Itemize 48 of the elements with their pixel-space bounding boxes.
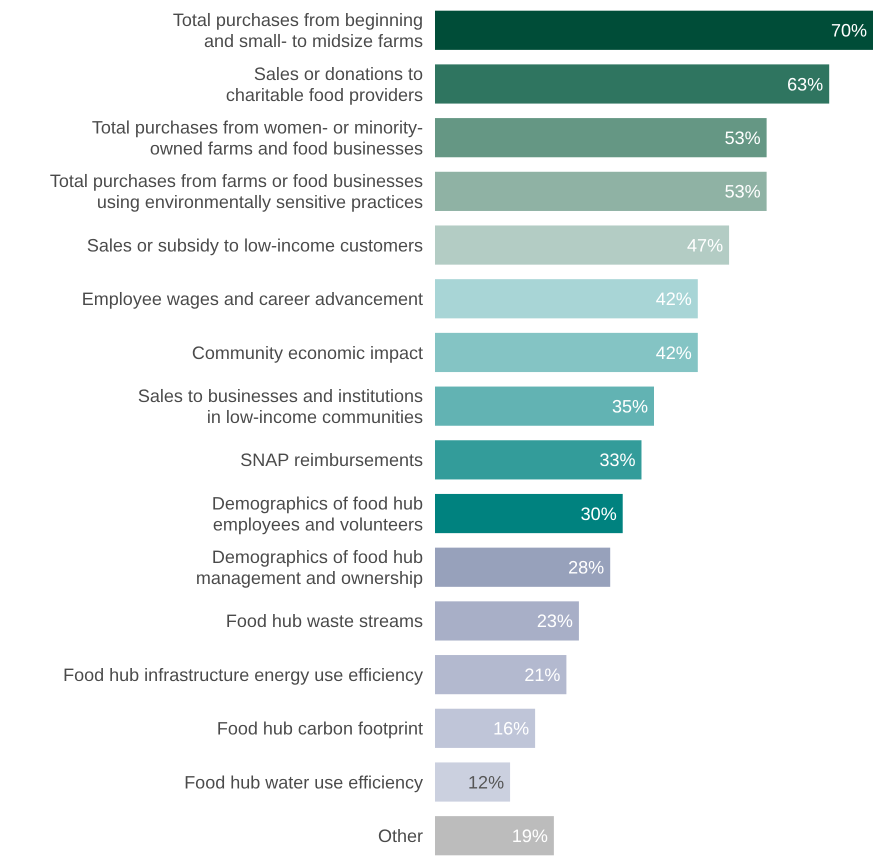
- y-tick-label: SNAP reimbursements: [240, 450, 423, 470]
- bar: [435, 762, 510, 802]
- bar: [435, 118, 767, 158]
- y-tick-label: Food hub waste streams: [226, 611, 423, 632]
- data-label: 28%: [568, 558, 604, 578]
- bar: [435, 655, 566, 694]
- data-label: 53%: [724, 182, 761, 202]
- y-tick-label: Sales to businesses and institutions in low-income communities: [138, 386, 423, 427]
- data-label: 23%: [536, 611, 573, 632]
- data-label: 47%: [687, 235, 724, 256]
- y-tick-label: Community economic impact: [192, 342, 423, 363]
- y-tick-label: Food hub water use efficiency: [184, 772, 423, 792]
- y-tick-label: Food hub infrastructure energy use efficiency: [63, 664, 423, 685]
- data-label: 53%: [724, 128, 761, 148]
- y-tick-label: Total purchases from beginning and small- to midsize farms: [172, 10, 423, 52]
- data-label: 42%: [656, 342, 692, 363]
- data-label: 70%: [830, 20, 867, 41]
- data-label: 30%: [580, 504, 617, 524]
- data-label: 63%: [787, 74, 824, 94]
- data-label: 33%: [599, 450, 636, 470]
- data-label: 16%: [493, 718, 530, 739]
- bar: [435, 440, 642, 480]
- y-tick-label: Demographics of food hub management and ownership: [196, 547, 423, 588]
- bar: [435, 548, 610, 587]
- y-tick-label: Food hub carbon footprint: [216, 718, 423, 739]
- bar: [435, 816, 554, 856]
- data-label: 35%: [612, 396, 648, 416]
- bar: [435, 601, 579, 641]
- bar: [435, 10, 873, 50]
- y-tick-label: Demographics of food hub employees and volunteers: [212, 493, 423, 534]
- bar: [435, 172, 767, 211]
- bar: [435, 225, 730, 265]
- y-tick-label: Other: [378, 826, 423, 846]
- bar: [435, 279, 698, 318]
- y-tick-label: Sales or subsidy to low-income customers: [86, 235, 423, 256]
- y-tick-label: Total purchases from farms or food businesses using environmentally sensitive practices: [50, 171, 423, 212]
- data-label: 12%: [468, 772, 504, 792]
- bar: [435, 64, 830, 104]
- y-tick-label: Sales or donations to charitable food providers: [226, 64, 423, 105]
- bar: [435, 386, 654, 426]
- y-tick-label: Total purchases from women- or minority- owned farms and food businesses: [92, 117, 423, 158]
- bar: [435, 708, 536, 748]
- y-tick-label: Employee wages and career advancement: [82, 289, 423, 310]
- bar: [435, 332, 698, 372]
- data-label: 42%: [656, 289, 692, 310]
- data-label: 21%: [524, 664, 560, 685]
- bar: [435, 494, 623, 534]
- data-label: 19%: [512, 826, 548, 846]
